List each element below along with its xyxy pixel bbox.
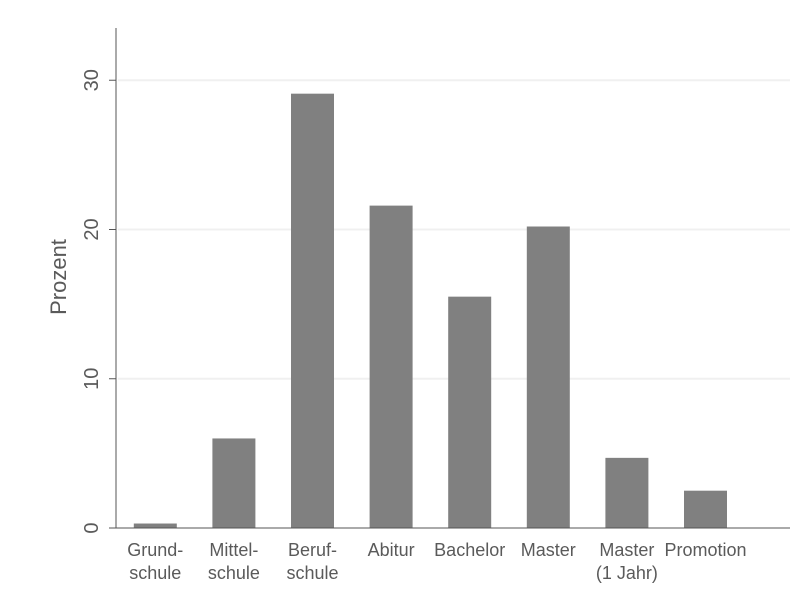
bar-beruf-schule: [291, 93, 334, 529]
x-tick-label: schule: [286, 563, 338, 583]
x-tick-label: Mittel-: [209, 540, 258, 560]
x-tick-label: Master: [599, 540, 654, 560]
x-tick-label: Grund-: [127, 540, 183, 560]
bar-master-1-jahr-: [605, 457, 649, 528]
x-tick-label: Master: [521, 540, 576, 560]
x-tick-label: Beruf-: [288, 540, 337, 560]
x-tick-label: schule: [129, 563, 181, 583]
x-tick-label: schule: [208, 563, 260, 583]
y-tick-label-30: 30: [81, 69, 103, 91]
axes: [115, 28, 790, 529]
bar-abitur: [369, 205, 413, 528]
bar-promotion: [684, 490, 727, 528]
x-tick-labels: Grund-schule Mittel-schule Beruf-schule Abi…: [127, 540, 746, 583]
x-tick-label: Abitur: [368, 540, 415, 560]
y-axis-title: Prozent: [46, 239, 71, 315]
bars: [133, 93, 727, 529]
bar-bachelor: [448, 296, 492, 528]
bar-grund-schule: [133, 523, 177, 528]
x-tick-label: (1 Jahr): [596, 563, 658, 583]
y-tick-label-20: 20: [81, 218, 103, 240]
y-tick-label-10: 10: [81, 368, 103, 390]
y-tick-label-0: 0: [81, 522, 103, 533]
bar-master: [526, 226, 570, 529]
bar-mittel-schule: [212, 438, 256, 528]
x-tick-label: Bachelor: [434, 540, 505, 560]
x-tick-label: Promotion: [664, 540, 746, 560]
y-ticks: 0 10 20 30: [81, 69, 116, 534]
